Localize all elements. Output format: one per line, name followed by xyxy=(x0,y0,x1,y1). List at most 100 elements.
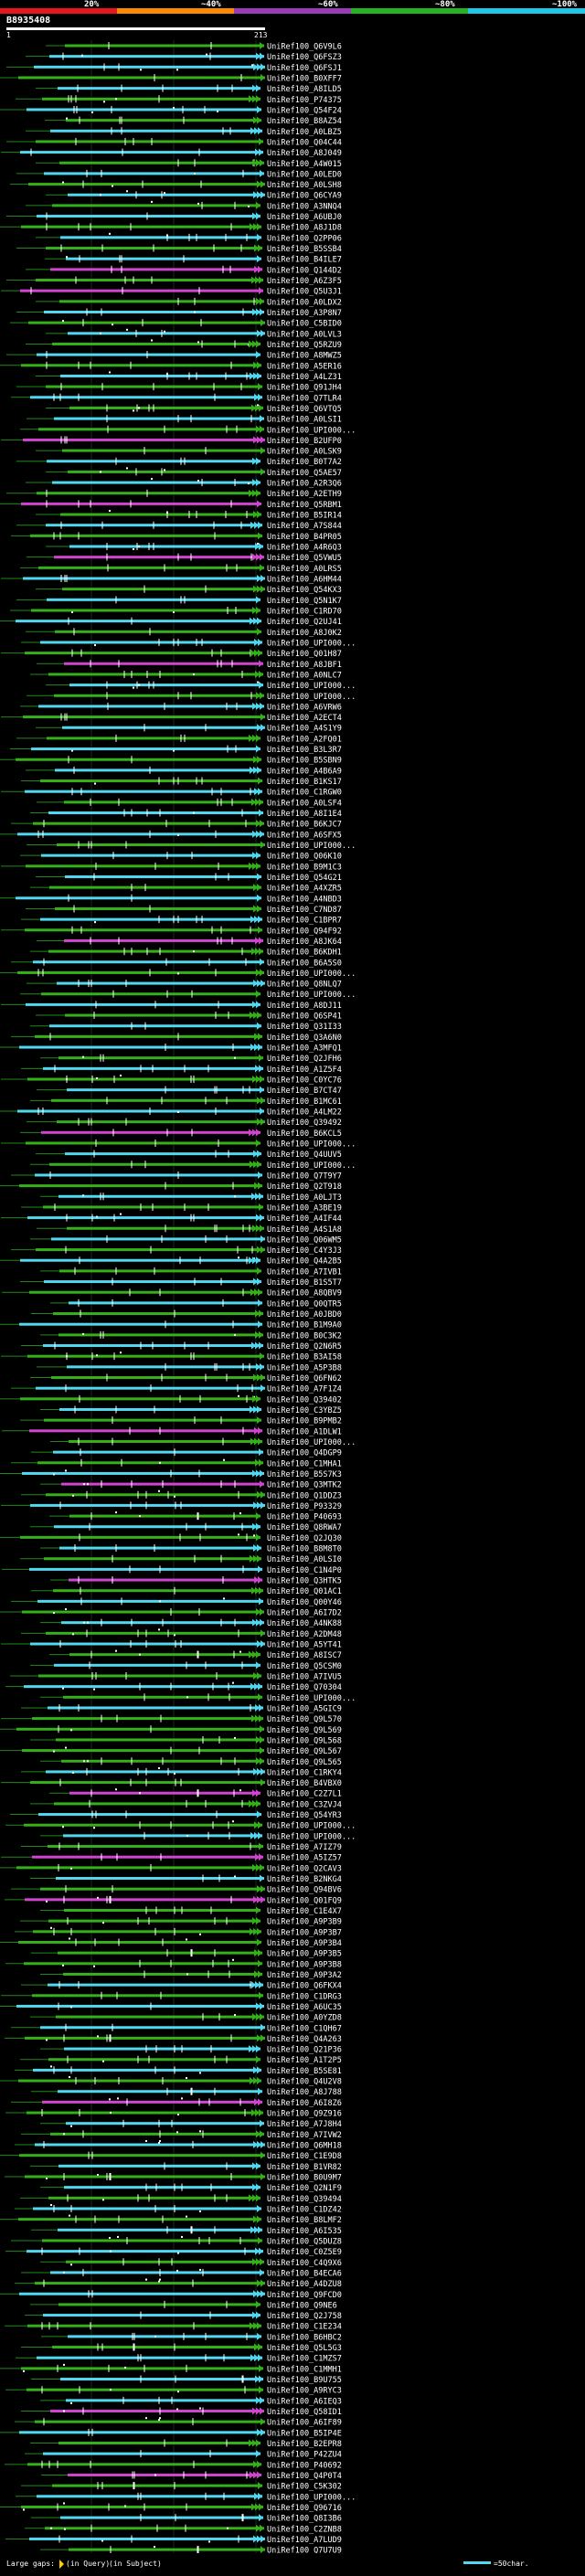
hit-label[interactable]: UniRef100_Q54KX3 xyxy=(267,586,342,595)
hit-row[interactable]: UniRef100_C1RD70 xyxy=(10,606,342,617)
hit-row[interactable]: UniRef100_Q2J758 xyxy=(25,2311,342,2322)
hit-row[interactable]: UniRef100_Q9L565 xyxy=(40,1757,342,1767)
hit-label[interactable]: UniRef100_C1E4X7 xyxy=(267,1907,342,1916)
hit-row[interactable]: UniRef100_A7LUD9 xyxy=(5,2535,342,2545)
hit-row[interactable]: UniRef100_C1E234 xyxy=(5,2322,342,2332)
hit-row[interactable]: UniRef100_A1DLW1 xyxy=(2,1426,342,1437)
hit-row[interactable]: UniRef100_A4S1A8 xyxy=(37,1224,342,1235)
hit-row[interactable]: UniRef100_A0LVL3 xyxy=(46,328,342,340)
hit-row[interactable]: UniRef100_A4XZR5 xyxy=(30,884,342,894)
hit-row[interactable]: UniRef100_A8J788 xyxy=(31,2087,342,2098)
hit-label[interactable]: UniRef100_B5S7K3 xyxy=(267,1470,342,1479)
hit-label[interactable]: UniRef100_Q7U7U9 xyxy=(267,2547,342,2553)
hit-row[interactable]: UniRef100_B6KJC7 xyxy=(11,820,342,830)
hit-label[interactable]: UniRef100_A5P3B8 xyxy=(267,1363,342,1373)
hit-label[interactable]: UniRef100_C0Z5E9 xyxy=(267,2248,342,2257)
hit-label[interactable]: UniRef100_A3P8N7 xyxy=(267,309,342,318)
hit-label[interactable]: UniRef100_A3BE19 xyxy=(267,1203,342,1213)
hit-row[interactable]: UniRef100_Q4A2B5 xyxy=(0,1256,342,1267)
hit-label[interactable]: UniRef100_C1E9D8 xyxy=(267,2152,342,2161)
hit-row[interactable]: UniRef100_A8JK64 xyxy=(37,937,342,947)
hit-row[interactable]: UniRef100_A4IF44 xyxy=(1,1213,342,1224)
hit-label[interactable]: UniRef100_Q4A2B5 xyxy=(267,1257,342,1267)
hit-label[interactable]: UniRef100_C7ND87 xyxy=(267,906,342,915)
hit-label[interactable]: UniRef100_Q2PP06 xyxy=(267,234,342,243)
hit-label[interactable]: UniRef100_Q9L565 xyxy=(267,1758,342,1767)
hit-row[interactable]: UniRef100_P93329 xyxy=(1,1501,342,1511)
hit-row[interactable]: UniRef100_C3YBZ5 xyxy=(40,1405,342,1415)
hit-row[interactable]: UniRef100_Q54G21 xyxy=(36,873,342,883)
hit-label[interactable]: UniRef100_Q2J758 xyxy=(267,2312,342,2321)
hit-label[interactable]: UniRef100_UPI000... xyxy=(267,682,356,691)
hit-label[interactable]: UniRef100_B6A5S0 xyxy=(267,959,342,968)
hit-label[interactable]: UniRef100_B1KS17 xyxy=(267,778,342,787)
hit-label[interactable]: UniRef100_UPI000... xyxy=(267,970,356,979)
hit-row[interactable]: UniRef100_B6KDH1 xyxy=(30,948,342,958)
hit-label[interactable]: UniRef100_Q9L568 xyxy=(267,1736,342,1745)
hit-label[interactable]: UniRef100_A6IEQ3 xyxy=(267,2397,342,2406)
hit-label[interactable]: UniRef100_A6SFX5 xyxy=(267,831,342,840)
hit-row[interactable]: UniRef100_UPI000... xyxy=(50,1437,356,1447)
hit-label[interactable]: UniRef100_B4VBX0 xyxy=(267,1779,342,1788)
hit-row[interactable]: UniRef100_Q9L568 xyxy=(30,1735,342,1746)
hit-label[interactable]: UniRef100_A4XZR5 xyxy=(267,885,342,894)
hit-label[interactable]: UniRef100_Q6FSJ1 xyxy=(267,64,342,73)
hit-row[interactable]: UniRef100_A0LDX2 xyxy=(36,297,342,308)
hit-row[interactable]: UniRef100_B4VBX0 xyxy=(1,1778,342,1789)
hit-row[interactable]: UniRef100_C4Y3J3 xyxy=(11,1246,342,1256)
hit-row[interactable]: UniRef100_Q54F24 xyxy=(0,105,342,116)
hit-row[interactable]: UniRef100_A0LSI0 xyxy=(20,1554,342,1565)
hit-label[interactable]: UniRef100_A8MWZ5 xyxy=(267,352,342,361)
hit-row[interactable]: UniRef100_C1DZ42 xyxy=(15,2203,342,2215)
hit-row[interactable]: UniRef100_B2EPR8 xyxy=(30,2439,342,2450)
hit-label[interactable]: UniRef100_C2Z7L1 xyxy=(267,1790,342,1799)
hit-row[interactable]: UniRef100_A3NNQ4 xyxy=(26,200,342,212)
hit-row[interactable]: UniRef100_Q5N1K7 xyxy=(16,596,342,606)
hit-row[interactable]: UniRef100_B5S7K3 xyxy=(0,1469,342,1479)
hit-label[interactable]: UniRef100_UPI000... xyxy=(267,426,356,435)
hit-row[interactable]: UniRef100_Q3A6N0 xyxy=(11,1033,342,1043)
hit-row[interactable]: UniRef100_B0U9M7 xyxy=(5,2173,342,2183)
hit-label[interactable]: UniRef100_B4PR05 xyxy=(267,533,342,542)
hit-row[interactable]: UniRef100_B2UFP0 xyxy=(1,436,342,446)
hit-label[interactable]: UniRef100_Q0QTR5 xyxy=(267,1299,342,1309)
hit-label[interactable]: UniRef100_B9M1C3 xyxy=(267,863,342,872)
hit-row[interactable]: UniRef100_P40693 xyxy=(49,1511,342,1522)
hit-row[interactable]: UniRef100_Q5CSM0 xyxy=(30,1661,342,1671)
hit-row[interactable]: UniRef100_B6HBC2 xyxy=(41,2332,342,2343)
hit-row[interactable]: UniRef100_Q01H87 xyxy=(1,649,342,660)
hit-label[interactable]: UniRef100_Q39402 xyxy=(267,1395,342,1405)
hit-label[interactable]: UniRef100_Q3MTK2 xyxy=(267,1481,342,1490)
hit-row[interactable]: UniRef100_B1KS17 xyxy=(21,777,342,788)
hit-row[interactable]: UniRef100_A7IZ79 xyxy=(21,1842,342,1853)
hit-row[interactable]: UniRef100_A0JBD0 xyxy=(31,1309,342,1320)
hit-row[interactable]: UniRef100_A3MFQ1 xyxy=(0,1044,342,1054)
hit-row[interactable]: UniRef100_A4NBD3 xyxy=(0,894,342,905)
hit-row[interactable]: UniRef100_C5K302 xyxy=(21,2482,342,2492)
hit-row[interactable]: UniRef100_C0YC76 xyxy=(1,1075,342,1086)
hit-label[interactable]: UniRef100_Q3HTK5 xyxy=(267,1577,342,1586)
hit-row[interactable]: UniRef100_A8J049 xyxy=(1,148,342,159)
hit-label[interactable]: UniRef100_Q00Y46 xyxy=(267,1598,342,1607)
hit-row[interactable]: UniRef100_A3P8N7 xyxy=(16,308,342,319)
hit-row[interactable]: UniRef100_Q8NLQ7 xyxy=(27,980,342,990)
hit-label[interactable]: UniRef100_Q9NE6 xyxy=(267,2301,337,2310)
hit-label[interactable]: UniRef100_UPI000... xyxy=(267,1438,356,1447)
hit-row[interactable]: UniRef100_A2ECT4 xyxy=(1,713,342,724)
hit-row[interactable]: UniRef100_Q6FSZ3 xyxy=(26,52,342,63)
hit-row[interactable]: UniRef100_Q91JH4 xyxy=(16,383,342,393)
hit-label[interactable]: UniRef100_A8ISC7 xyxy=(267,1651,342,1660)
hit-row[interactable]: UniRef100_B5SBN9 xyxy=(0,756,342,766)
hit-row[interactable]: UniRef100_A8DJ11 xyxy=(1,1001,342,1011)
hit-label[interactable]: UniRef100_A7IVW2 xyxy=(267,2131,342,2140)
hit-label[interactable]: UniRef100_Q5RZU9 xyxy=(267,341,342,350)
hit-label[interactable]: UniRef100_A0LSK9 xyxy=(267,448,342,457)
hit-row[interactable]: UniRef100_Q5RBM1 xyxy=(0,500,342,510)
hit-row[interactable]: UniRef100_A6UC35 xyxy=(0,2002,342,2012)
hit-row[interactable]: UniRef100_UPI000... xyxy=(46,681,356,692)
hit-label[interactable]: UniRef100_A0LSI0 xyxy=(267,1555,342,1564)
hit-label[interactable]: UniRef100_A9P3B4 xyxy=(267,1939,342,1948)
hit-row[interactable]: UniRef100_Q2N6R5 xyxy=(21,1341,342,1352)
hit-label[interactable]: UniRef100_C2ZNB8 xyxy=(267,2525,342,2534)
hit-label[interactable]: UniRef100_A5ER16 xyxy=(267,362,342,371)
